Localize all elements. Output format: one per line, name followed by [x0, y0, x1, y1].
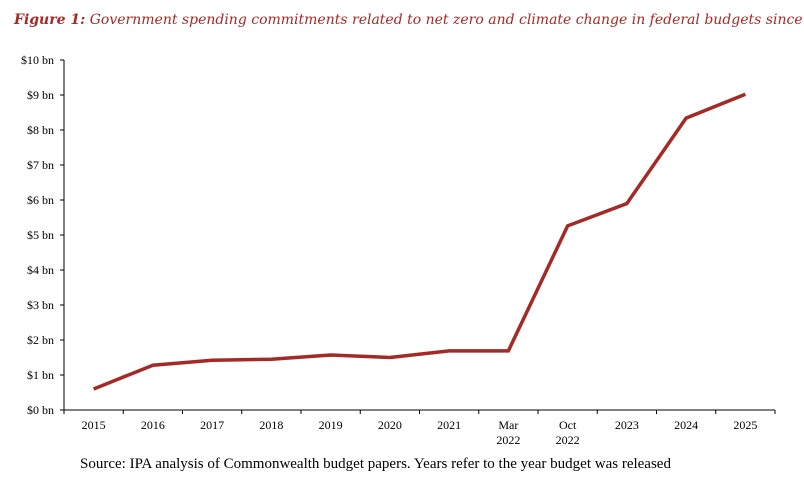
- x-tick-label: 2024: [674, 418, 698, 432]
- x-tick-label: Oct 2022: [556, 418, 580, 447]
- source-note: Source: IPA analysis of Commonwealth bud…: [80, 456, 671, 472]
- line-chart: $0 bn $1 bn $2 bn $3 bn $4 bn $5 bn $6 bn $7 bn…: [21, 53, 776, 447]
- y-tick-label: $9 bn: [27, 88, 54, 102]
- y-tick-label: $1 bn: [27, 368, 54, 382]
- x-tick-label: 2018: [259, 418, 283, 432]
- x-tick-label: 2023: [615, 418, 639, 432]
- series-line: [92, 92, 747, 391]
- y-tick-label: $0 bn: [27, 403, 54, 417]
- y-tick-label: $6 bn: [27, 193, 54, 207]
- x-tick-label: 2025: [733, 418, 757, 432]
- x-tick-label: 2021: [437, 418, 461, 432]
- y-tick-label: $2 bn: [27, 333, 54, 347]
- y-tick-label: $4 bn: [27, 263, 54, 277]
- x-tick-label: 2016: [141, 418, 165, 432]
- y-tick-label: $10 bn: [21, 53, 54, 67]
- chart-title: Figure 1: Government spending commitment…: [14, 12, 804, 28]
- y-tick-label: $5 bn: [27, 228, 54, 242]
- x-tick-label: 2020: [378, 418, 402, 432]
- x-tick-label: 2017: [200, 418, 224, 432]
- y-tick-label: $7 bn: [27, 158, 54, 172]
- figure-label: Figure 1:: [14, 12, 86, 28]
- y-tick-label: $8 bn: [27, 123, 54, 137]
- figure-title-text: Government spending commitments related …: [89, 12, 804, 28]
- y-tick-label: $3 bn: [27, 298, 54, 312]
- x-tick-label: 2015: [82, 418, 106, 432]
- x-tick-label: Mar 2022: [496, 418, 520, 447]
- x-tick-label: 2019: [319, 418, 343, 432]
